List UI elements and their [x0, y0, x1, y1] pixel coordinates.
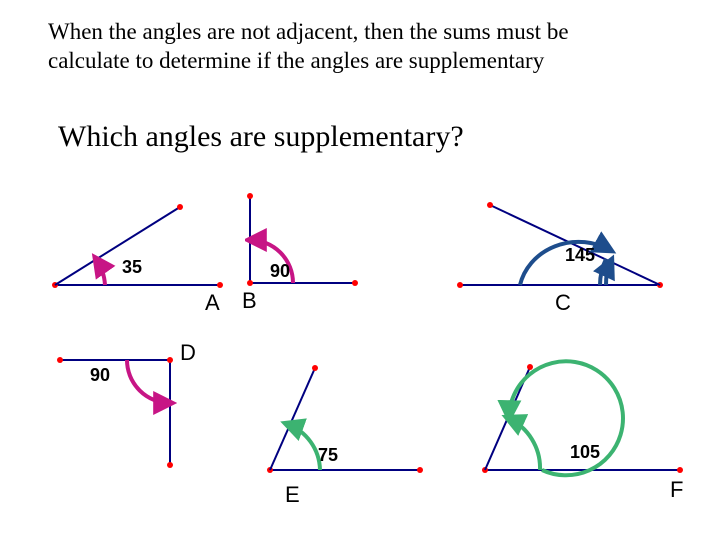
- angle-c-arc: [420, 190, 680, 320]
- angle-b-value: 90: [270, 261, 290, 282]
- diagram-b: 90 B: [245, 188, 395, 318]
- diagram-e: 75 E: [265, 360, 445, 520]
- angle-a-label: A: [205, 290, 220, 316]
- intro-text: When the angles are not adjacent, then t…: [48, 18, 608, 76]
- angle-e-label: E: [285, 482, 300, 508]
- angle-a-svg: [50, 195, 230, 315]
- angle-b-svg: [245, 188, 395, 318]
- angle-d-value: 90: [90, 365, 110, 386]
- diagram-d: 90 D: [55, 335, 215, 485]
- angle-c-label: C: [555, 290, 571, 316]
- angle-f-value: 105: [570, 442, 600, 463]
- angle-c-value: 145: [565, 245, 595, 266]
- angle-b-label: B: [242, 288, 257, 314]
- angle-d-label: D: [180, 340, 196, 366]
- diagram-f: 105 F: [475, 355, 705, 520]
- angle-e-value: 75: [318, 445, 338, 466]
- diagram-c: 145 C: [420, 190, 680, 320]
- angle-f-label: F: [670, 477, 683, 503]
- diagram-a: 35 A: [50, 195, 230, 315]
- question-text: Which angles are supplementary?: [58, 120, 464, 154]
- angle-a-value: 35: [122, 257, 142, 278]
